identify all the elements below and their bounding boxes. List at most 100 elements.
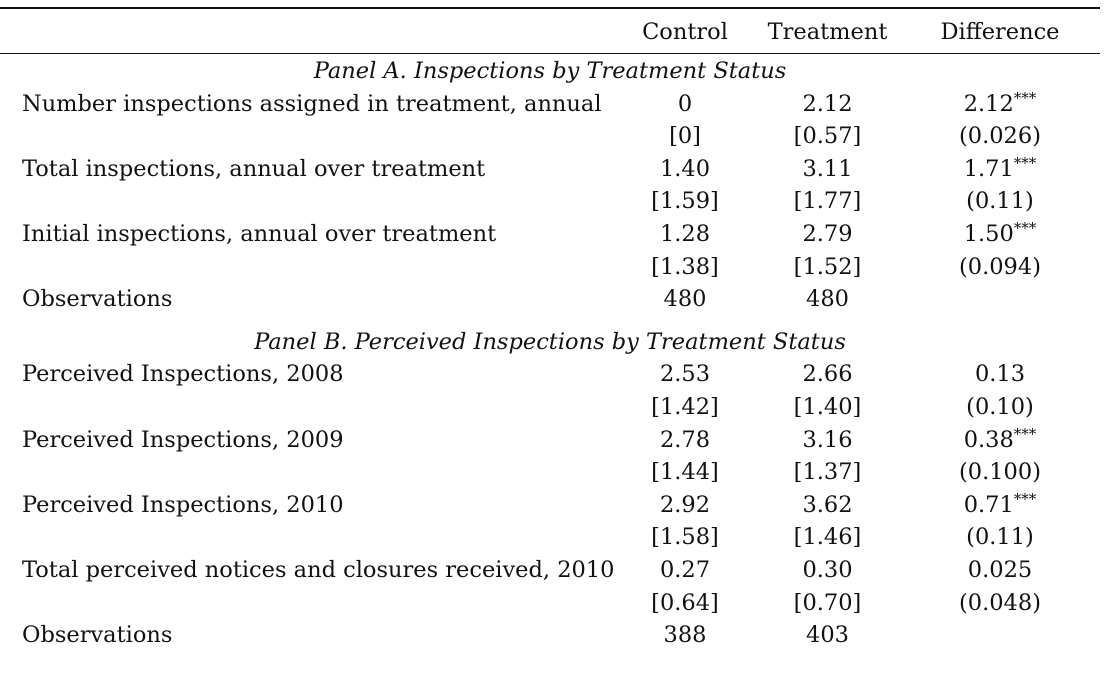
significance-stars: *** xyxy=(1013,88,1037,107)
observations-control: 480 xyxy=(663,286,707,313)
panel-a-title-row: Panel A. Inspections by Treatment Status xyxy=(0,49,1100,88)
control-mean: 1.40 xyxy=(659,155,711,182)
panel-b-observations-row: Observations 388 403 xyxy=(0,619,1100,652)
control-sd: [1.44] xyxy=(651,459,719,486)
treatment-sd: [0.57] xyxy=(793,123,862,150)
treatment-mean: 3.62 xyxy=(802,491,853,518)
treatment-mean: 2.66 xyxy=(802,361,853,388)
control-mean: 2.92 xyxy=(659,491,711,518)
difference-cell: 0.38*** xyxy=(900,424,1100,457)
control-sd: [1.58] xyxy=(651,524,719,551)
estimate-row: Total perceived notices and closures rec… xyxy=(0,554,1100,587)
significance-stars: *** xyxy=(1013,153,1037,172)
difference-cell: 2.12*** xyxy=(900,88,1100,121)
control-sd: [1.38] xyxy=(651,253,719,280)
blank-label xyxy=(0,587,615,620)
dispersion-row: [1.59] [1.77] (0.11) xyxy=(0,185,1100,218)
estimate-row: Perceived Inspections, 2009 2.78 3.16 0.38*… xyxy=(0,424,1100,457)
control-mean: 1.28 xyxy=(659,220,711,247)
row-label: Perceived Inspections, 2008 xyxy=(22,361,344,388)
observations-label: Observations xyxy=(22,286,173,313)
difference-se: (0.11) xyxy=(966,524,1034,551)
estimate-row: Initial inspections, annual over treatme… xyxy=(0,218,1100,251)
treatment-mean: 3.11 xyxy=(802,155,853,182)
control-sd: [1.42] xyxy=(651,393,719,420)
control-mean: 2.53 xyxy=(659,361,711,388)
difference-cell: 0.025 xyxy=(900,554,1100,587)
observations-difference xyxy=(900,283,1100,316)
difference-value: 0.025 xyxy=(967,556,1033,583)
treatment-sd: [1.77] xyxy=(793,188,862,215)
header-rule xyxy=(0,53,1100,54)
dispersion-row: [1.58] [1.46] (0.11) xyxy=(0,521,1100,554)
control-sd: [0] xyxy=(669,123,701,150)
panel-b-title: Panel B. Perceived Inspections by Treatm… xyxy=(254,328,846,355)
estimate-row: Perceived Inspections, 2010 2.92 3.62 0.71*… xyxy=(0,489,1100,522)
observations-label: Observations xyxy=(22,622,173,649)
significance-stars: *** xyxy=(1013,218,1037,237)
panel-b-body: Panel B. Perceived Inspections by Treatm… xyxy=(0,316,1100,619)
estimate-row: Total inspections, annual over treatment… xyxy=(0,153,1100,186)
control-mean: 2.78 xyxy=(659,426,711,453)
row-label: Perceived Inspections, 2009 xyxy=(22,426,344,453)
row-label: Total inspections, annual over treatment xyxy=(22,155,486,182)
panel-a-observations-body: Observations 480 480 xyxy=(0,283,1100,316)
control-sd: [0.64] xyxy=(651,589,719,616)
difference-value: 0.71 xyxy=(963,491,1014,518)
control-mean: 0 xyxy=(677,90,693,117)
row-label: Perceived Inspections, 2010 xyxy=(22,491,344,518)
difference-value: 2.12 xyxy=(963,90,1014,117)
difference-cell: 1.71*** xyxy=(900,153,1100,186)
treatment-sd: [1.40] xyxy=(793,393,862,420)
difference-cell: 1.50*** xyxy=(900,218,1100,251)
dispersion-row: [0.64] [0.70] (0.048) xyxy=(0,587,1100,620)
control-mean: 0.27 xyxy=(659,556,711,583)
observations-control: 388 xyxy=(663,622,707,649)
difference-se: (0.026) xyxy=(959,123,1041,150)
difference-se: (0.048) xyxy=(959,589,1041,616)
panel-a-title: Panel A. Inspections by Treatment Status xyxy=(313,58,787,84)
dispersion-row: [1.38] [1.52] (0.094) xyxy=(0,251,1100,284)
row-label: Initial inspections, annual over treatme… xyxy=(22,220,497,247)
difference-cell: 0.71*** xyxy=(900,489,1100,522)
blank-label xyxy=(0,185,615,218)
difference-value: 1.50 xyxy=(963,220,1014,247)
difference-value: 1.71 xyxy=(963,155,1014,182)
difference-se: (0.094) xyxy=(959,253,1041,280)
estimate-row: Number inspections assigned in treatment… xyxy=(0,88,1100,121)
panel-b-title-row: Panel B. Perceived Inspections by Treatm… xyxy=(0,316,1100,359)
treatment-mean: 2.79 xyxy=(802,220,853,247)
panel-a-observations-row: Observations 480 480 xyxy=(0,283,1100,316)
difference-se: (0.10) xyxy=(966,393,1034,420)
header-treatment: Treatment xyxy=(767,19,888,45)
results-table: Control Treatment Difference Panel A. In… xyxy=(0,15,1100,652)
significance-stars: *** xyxy=(1013,489,1037,508)
observations-treatment: 403 xyxy=(806,622,849,649)
difference-value: 0.38 xyxy=(963,426,1014,453)
treatment-sd: [1.52] xyxy=(793,253,862,280)
estimate-row: Perceived Inspections, 2008 2.53 2.66 0.13 xyxy=(0,358,1100,391)
difference-se: (0.11) xyxy=(966,188,1034,215)
row-label: Total perceived notices and closures rec… xyxy=(22,556,615,583)
blank-label xyxy=(0,120,615,153)
treatment-mean: 3.16 xyxy=(802,426,853,453)
treatment-sd: [1.37] xyxy=(793,459,862,486)
header-difference: Difference xyxy=(940,19,1060,45)
dispersion-row: [1.42] [1.40] (0.10) xyxy=(0,391,1100,424)
header-control: Control xyxy=(642,19,728,45)
blank-label xyxy=(0,391,615,424)
difference-value: 0.13 xyxy=(974,361,1026,388)
dispersion-row: [1.44] [1.37] (0.100) xyxy=(0,456,1100,489)
observations-difference xyxy=(900,619,1100,652)
observations-treatment: 480 xyxy=(806,286,849,313)
blank-label xyxy=(0,251,615,284)
row-label: Number inspections assigned in treatment… xyxy=(22,90,602,117)
difference-cell: 0.13 xyxy=(900,358,1100,391)
header-label xyxy=(0,15,615,49)
header-row: Control Treatment Difference xyxy=(0,15,1100,49)
treatment-mean: 0.30 xyxy=(802,556,853,583)
treatment-sd: [0.70] xyxy=(793,589,862,616)
difference-se: (0.100) xyxy=(959,459,1041,486)
top-rule xyxy=(0,7,1100,9)
control-sd: [1.59] xyxy=(651,188,719,215)
